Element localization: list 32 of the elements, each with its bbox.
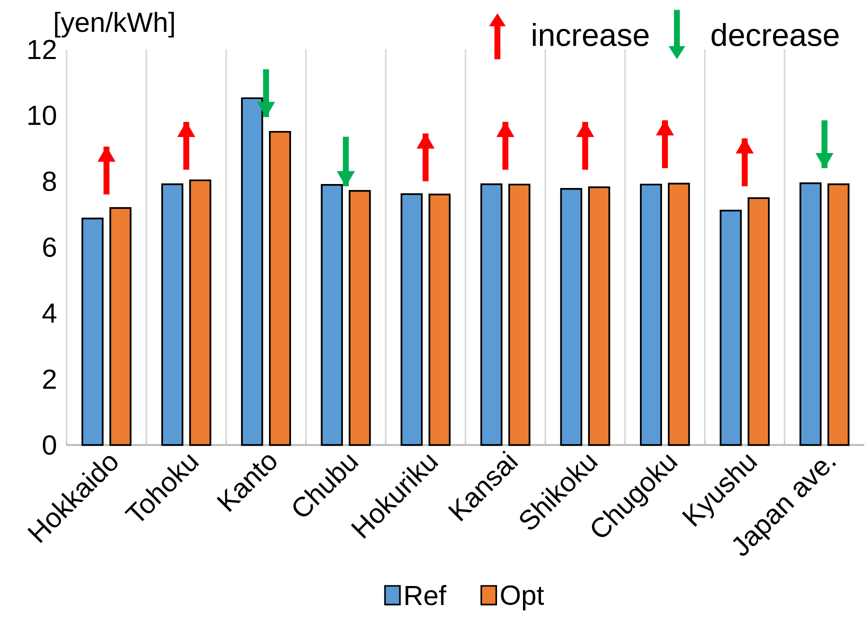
y-tick-label: 8 [42, 171, 56, 192]
bar [320, 184, 343, 446]
bar [800, 182, 822, 446]
bar [720, 210, 742, 446]
bar [827, 183, 850, 446]
bar [189, 179, 212, 446]
legend-label: Opt [500, 585, 544, 610]
bar [268, 130, 292, 446]
bar [400, 193, 423, 446]
bar [109, 207, 132, 446]
legend-label: decrease [712, 22, 839, 46]
y-tick-label: 10 [28, 106, 56, 126]
y-tick-label: 12 [28, 40, 56, 60]
bar [748, 197, 770, 446]
y-tick-label: 2 [43, 369, 56, 389]
y-tick-label: 6 [43, 237, 56, 257]
legend-label: Ref [406, 585, 446, 606]
bar [588, 186, 610, 446]
bar [82, 218, 104, 446]
bar [640, 184, 662, 446]
legend-label: increase [532, 22, 649, 46]
bar [668, 182, 690, 446]
bar [161, 183, 184, 446]
bar [560, 188, 582, 446]
bar [428, 194, 451, 446]
bar [241, 97, 264, 446]
y-axis-title: [yen/kWh] [55, 12, 174, 38]
bar [480, 183, 502, 446]
y-tick-label: 0 [42, 435, 56, 455]
y-tick-label: 4 [42, 304, 56, 323]
bar [348, 190, 371, 446]
bar [508, 184, 530, 446]
